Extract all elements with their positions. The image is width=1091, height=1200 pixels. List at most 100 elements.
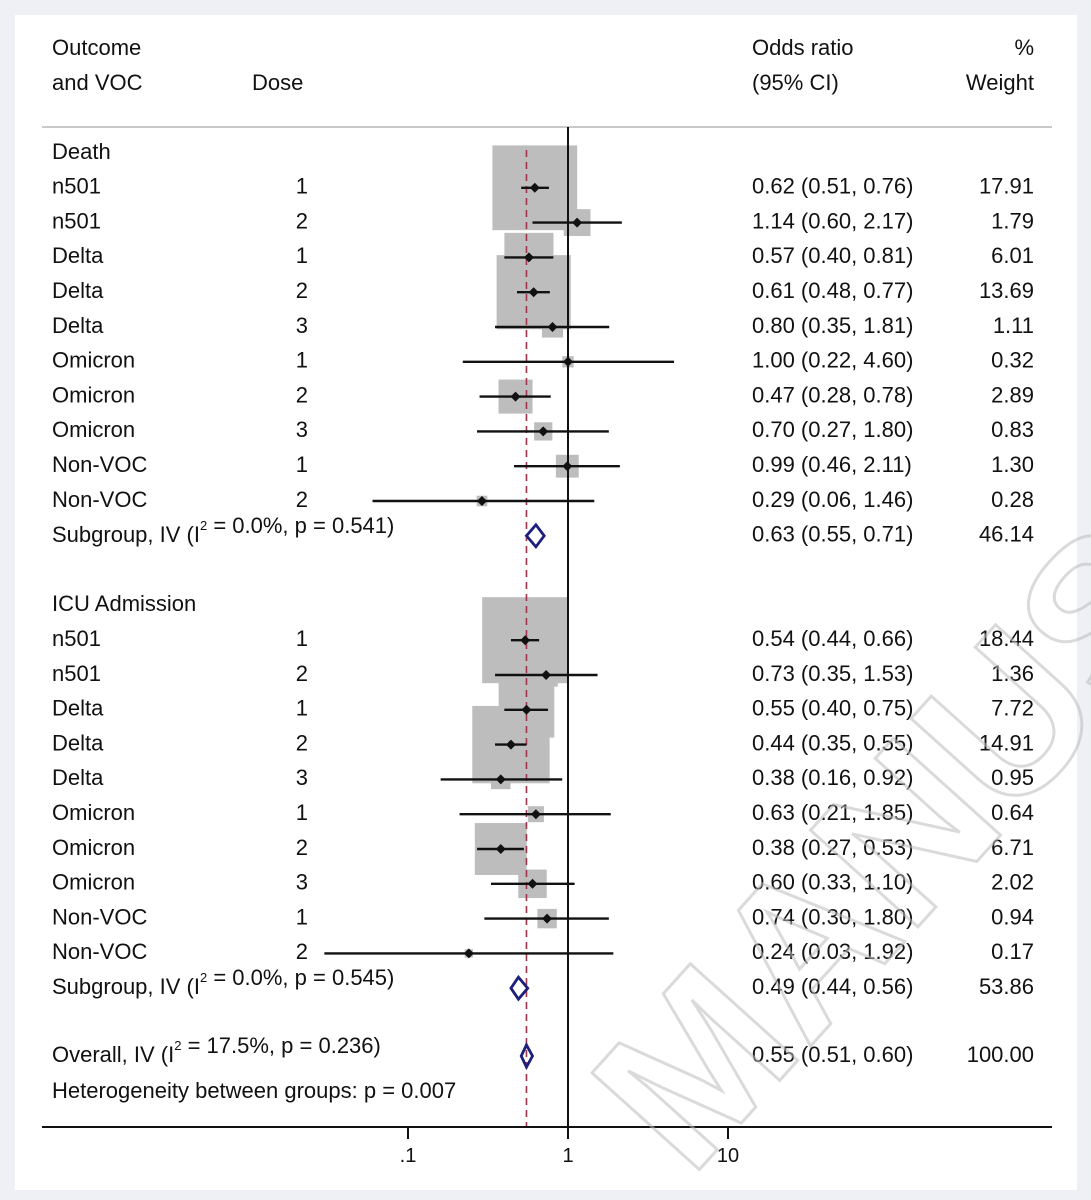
voc-label-1-9: Non-VOC bbox=[52, 939, 147, 964]
x-tick-label-0: .1 bbox=[400, 1145, 417, 1167]
overall-diamond bbox=[519, 1041, 535, 1071]
voc-label-0-8: Non-VOC bbox=[52, 452, 147, 477]
point-estimate-0-5 bbox=[563, 356, 573, 367]
dose-label-1-3: 2 bbox=[296, 730, 308, 755]
point-estimate-0-8 bbox=[562, 461, 573, 472]
voc-label-0-6: Omicron bbox=[52, 382, 135, 407]
or-ci-text-1-8: 0.74 (0.30, 1.80) bbox=[752, 904, 913, 929]
weight-text-0-0: 17.91 bbox=[979, 174, 1034, 199]
voc-label-1-2: Delta bbox=[52, 696, 104, 721]
point-estimate-0-6 bbox=[510, 391, 521, 402]
voc-label-0-1: n501 bbox=[52, 208, 101, 233]
weight-text-1-9: 0.17 bbox=[991, 939, 1034, 964]
header-percent: % bbox=[1014, 35, 1034, 60]
or-ci-text-1-2: 0.55 (0.40, 0.75) bbox=[752, 696, 913, 721]
point-estimate-1-1 bbox=[541, 670, 552, 680]
weight-text-0-4: 1.11 bbox=[993, 313, 1034, 338]
weight-text-0-8: 1.30 bbox=[991, 452, 1034, 477]
weight-text-1-5: 0.64 bbox=[991, 800, 1034, 825]
or-ci-text-0-2: 0.57 (0.40, 0.81) bbox=[752, 243, 913, 268]
overall-weight-text: 100.00 bbox=[967, 1042, 1034, 1067]
or-ci-text-1-0: 0.54 (0.44, 0.66) bbox=[752, 626, 913, 651]
weight-text-0-2: 6.01 bbox=[991, 243, 1034, 268]
voc-label-1-4: Delta bbox=[52, 765, 104, 790]
heterogeneity-text: Heterogeneity between groups: p = 0.007 bbox=[52, 1078, 456, 1103]
or-ci-text-0-5: 1.00 (0.22, 4.60) bbox=[752, 348, 913, 373]
or-ci-text-1-7: 0.60 (0.33, 1.10) bbox=[752, 870, 913, 895]
dose-label-1-6: 2 bbox=[296, 835, 308, 860]
weight-text-0-1: 1.79 bbox=[991, 208, 1034, 233]
weight-text-1-0: 18.44 bbox=[979, 626, 1034, 651]
voc-label-0-3: Delta bbox=[52, 278, 104, 303]
subgroup-0-or-ci-text: 0.63 (0.55, 0.71) bbox=[752, 522, 913, 547]
or-ci-text-0-6: 0.47 (0.28, 0.78) bbox=[752, 382, 913, 407]
point-estimate-0-7 bbox=[538, 426, 549, 437]
voc-label-0-4: Delta bbox=[52, 313, 104, 338]
subgroup-0-diamond bbox=[524, 522, 546, 550]
subgroup-1-weight-text: 53.86 bbox=[979, 974, 1034, 999]
voc-label-1-6: Omicron bbox=[52, 835, 135, 860]
dose-label-1-2: 1 bbox=[296, 696, 308, 721]
group-title-0: Death bbox=[52, 139, 111, 164]
dose-label-1-9: 2 bbox=[296, 939, 308, 964]
voc-label-0-9: Non-VOC bbox=[52, 487, 147, 512]
dose-label-0-4: 3 bbox=[296, 313, 308, 338]
point-estimate-1-3 bbox=[505, 739, 516, 750]
weight-text-0-9: 0.28 bbox=[991, 487, 1034, 512]
or-ci-text-0-8: 0.99 (0.46, 2.11) bbox=[752, 452, 912, 477]
dose-label-0-8: 1 bbox=[296, 452, 308, 477]
or-ci-text-1-6: 0.38 (0.27, 0.53) bbox=[752, 835, 913, 860]
weight-text-0-3: 13.69 bbox=[979, 278, 1034, 303]
x-tick-label-2: 10 bbox=[717, 1145, 739, 1167]
subgroup-1-diamond bbox=[509, 974, 530, 1002]
voc-label-0-2: Delta bbox=[52, 243, 104, 268]
weight-text-1-2: 7.72 bbox=[991, 696, 1034, 721]
or-ci-text-0-4: 0.80 (0.35, 1.81) bbox=[752, 313, 913, 338]
weight-text-1-1: 1.36 bbox=[991, 661, 1034, 686]
weight-text-0-6: 2.89 bbox=[991, 382, 1034, 407]
point-estimate-0-9 bbox=[476, 496, 487, 506]
point-estimate-1-2 bbox=[521, 704, 532, 715]
voc-label-0-7: Omicron bbox=[52, 417, 135, 442]
x-tick-label-1: 1 bbox=[562, 1145, 573, 1167]
dose-label-1-7: 3 bbox=[296, 870, 308, 895]
point-estimate-0-0 bbox=[529, 182, 540, 193]
point-estimate-1-4 bbox=[495, 774, 506, 785]
voc-label-0-5: Omicron bbox=[52, 348, 135, 373]
voc-label-1-7: Omicron bbox=[52, 870, 135, 895]
point-estimate-1-7 bbox=[527, 878, 538, 889]
header-ci: (95% CI) bbox=[752, 70, 839, 95]
voc-label-1-1: n501 bbox=[52, 661, 101, 686]
dose-label-0-5: 1 bbox=[296, 348, 308, 373]
dose-label-1-1: 2 bbox=[296, 661, 308, 686]
or-ci-text-1-5: 0.63 (0.21, 1.85) bbox=[752, 800, 913, 825]
point-estimate-0-2 bbox=[523, 252, 534, 263]
or-ci-text-0-7: 0.70 (0.27, 1.80) bbox=[752, 417, 913, 442]
point-estimate-1-6 bbox=[495, 844, 506, 854]
dose-label-0-6: 2 bbox=[296, 382, 308, 407]
voc-label-1-8: Non-VOC bbox=[52, 904, 147, 929]
or-ci-text-0-0: 0.62 (0.51, 0.76) bbox=[752, 174, 913, 199]
weight-text-1-7: 2.02 bbox=[991, 870, 1034, 895]
subgroup-0-weight-text: 46.14 bbox=[979, 522, 1034, 547]
weight-text-1-4: 0.95 bbox=[991, 765, 1034, 790]
header-outcome: Outcome bbox=[52, 35, 141, 60]
voc-label-0-0: n501 bbox=[52, 174, 101, 199]
group-title-1: ICU Admission bbox=[52, 591, 196, 616]
point-estimate-0-1 bbox=[572, 217, 583, 228]
point-estimate-1-0 bbox=[520, 635, 531, 646]
or-ci-text-0-3: 0.61 (0.48, 0.77) bbox=[752, 278, 913, 303]
or-ci-text-1-1: 0.73 (0.35, 1.53) bbox=[752, 661, 913, 686]
weight-text-1-6: 6.71 bbox=[991, 835, 1034, 860]
dose-label-0-0: 1 bbox=[296, 174, 308, 199]
weight-text-0-7: 0.83 bbox=[991, 417, 1034, 442]
subgroup-1-label: Subgroup, IV (I2 = 0.0%, p = 0.545) bbox=[52, 965, 394, 999]
dose-label-1-8: 1 bbox=[296, 904, 308, 929]
voc-label-1-0: n501 bbox=[52, 626, 101, 651]
point-estimate-0-4 bbox=[547, 322, 558, 332]
voc-label-1-3: Delta bbox=[52, 730, 104, 755]
voc-label-1-5: Omicron bbox=[52, 800, 135, 825]
dose-label-0-3: 2 bbox=[296, 278, 308, 303]
header-weight: Weight bbox=[966, 70, 1034, 95]
